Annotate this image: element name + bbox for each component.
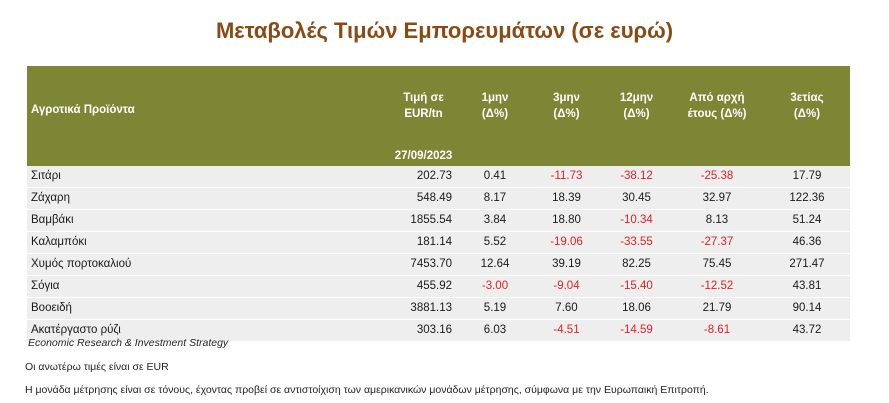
cell-m1: 8.17	[460, 187, 530, 210]
cell-m3: -19.06	[530, 231, 603, 254]
page-title: Μεταβολές Τιμών Εμπορευμάτων (σε ευρώ)	[215, 18, 674, 43]
cell-m1: 5.52	[460, 231, 530, 254]
cell-m3: -11.73	[530, 166, 603, 188]
cell-price: 202.73	[387, 166, 460, 188]
cell-name: Ζάχαρη	[27, 187, 387, 210]
cell-y3: 43.81	[764, 275, 850, 298]
cell-m12: -38.12	[603, 166, 670, 188]
cell-y3: 122.36	[764, 187, 850, 210]
table-row: Ακατέργαστο ρύζι 303.16 6.03 -4.51 -14.59 -8.…	[27, 319, 850, 342]
cell-m3: -4.51	[530, 319, 603, 342]
cell-ytd: -8.61	[670, 319, 764, 342]
cell-m1: 5.19	[460, 297, 530, 320]
table-row: Χυμός πορτοκαλιού 7453.70 12.64 39.19 82.25 7…	[27, 253, 850, 276]
cell-price: 3881.13	[387, 297, 460, 320]
cell-price: 1855.54	[387, 209, 460, 232]
cell-m12: 30.45	[603, 187, 670, 210]
cell-price: 181.14	[387, 231, 460, 254]
cell-name: Βαμβάκι	[27, 209, 387, 232]
cell-y3: 90.14	[764, 297, 850, 320]
cell-ytd: -12.52	[670, 275, 764, 298]
cell-name: Καλαμπόκι	[27, 231, 387, 254]
cell-y3: 43.72	[764, 319, 850, 342]
cell-m1: 3.84	[460, 209, 530, 232]
cell-y3: 271.47	[764, 253, 850, 276]
header-price: Τιμή σε EUR/tn	[387, 66, 460, 146]
cell-price: 548.49	[387, 187, 460, 210]
cell-ytd: 21.79	[670, 297, 764, 320]
cell-name: Σιτάρι	[27, 166, 387, 188]
cell-price: 455.92	[387, 275, 460, 298]
cell-m1: -3.00	[460, 275, 530, 298]
header-1m: 1μην (Δ%)	[460, 66, 530, 146]
table-row: Βοοειδή 3881.13 5.19 7.60 18.06 21.79 90.14	[27, 297, 850, 320]
cell-ytd: 8.13	[670, 209, 764, 232]
cell-m3: 7.60	[530, 297, 603, 320]
cell-m12: -15.40	[603, 275, 670, 298]
cell-m12: 82.25	[603, 253, 670, 276]
price-date: 27/09/2023	[387, 146, 460, 166]
cell-y3: 46.36	[764, 231, 850, 254]
cell-ytd: 32.97	[670, 187, 764, 210]
cell-y3: 17.79	[764, 166, 850, 188]
table-date-row: 27/09/2023	[27, 146, 850, 166]
table-row: Σιτάρι 202.73 0.41 -11.73 -38.12 -25.38 17.79	[27, 166, 850, 188]
cell-ytd: -27.37	[670, 231, 764, 254]
header-3m: 3μην (Δ%)	[530, 66, 603, 146]
cell-m3: 18.39	[530, 187, 603, 210]
unit-note: Η μονάδα μέτρησης είναι σε τόνους, έχοντ…	[25, 384, 709, 396]
header-ytd: Από αρχή έτους (Δ%)	[670, 66, 764, 146]
commodity-table: Αγροτικά Προϊόντα Τιμή σε EUR/tn 1μην (Δ%)…	[27, 66, 850, 342]
header-3y: 3ετίας (Δ%)	[764, 66, 850, 146]
cell-m3: -9.04	[530, 275, 603, 298]
header-12m: 12μην (Δ%)	[603, 66, 670, 146]
cell-m1: 0.41	[460, 166, 530, 188]
table-row: Καλαμπόκι 181.14 5.52 -19.06 -33.55 -27.37 46.…	[27, 231, 850, 254]
cell-y3: 51.24	[764, 209, 850, 232]
cell-ytd: 75.45	[670, 253, 764, 276]
cell-ytd: -25.38	[670, 166, 764, 188]
cell-name: Σόγια	[27, 275, 387, 298]
cell-price: 7453.70	[387, 253, 460, 276]
currency-note: Οι ανωτέρω τιμές είναι σε EUR	[25, 361, 169, 373]
table-row: Σόγια 455.92 -3.00 -9.04 -15.40 -12.52 43.81	[27, 275, 850, 298]
cell-name: Χυμός πορτοκαλιού	[27, 253, 387, 276]
cell-m1: 6.03	[460, 319, 530, 342]
cell-m12: 18.06	[603, 297, 670, 320]
cell-name: Βοοειδή	[27, 297, 387, 320]
cell-m12: -10.34	[603, 209, 670, 232]
cell-m3: 39.19	[530, 253, 603, 276]
cell-m12: -14.59	[603, 319, 670, 342]
cell-m12: -33.55	[603, 231, 670, 254]
table-row: Βαμβάκι 1855.54 3.84 18.80 -10.34 8.13 51.24	[27, 209, 850, 232]
header-product: Αγροτικά Προϊόντα	[27, 66, 387, 146]
cell-m3: 18.80	[530, 209, 603, 232]
cell-name: Ακατέργαστο ρύζι	[27, 319, 387, 342]
table-row: Ζάχαρη 548.49 8.17 18.39 30.45 32.97 122.36	[27, 187, 850, 210]
source-note: Economic Research & Investment Strategy	[28, 337, 229, 349]
table-header-row: Αγροτικά Προϊόντα Τιμή σε EUR/tn 1μην (Δ%)…	[27, 66, 850, 146]
cell-price: 303.16	[387, 319, 460, 342]
cell-m1: 12.64	[460, 253, 530, 276]
